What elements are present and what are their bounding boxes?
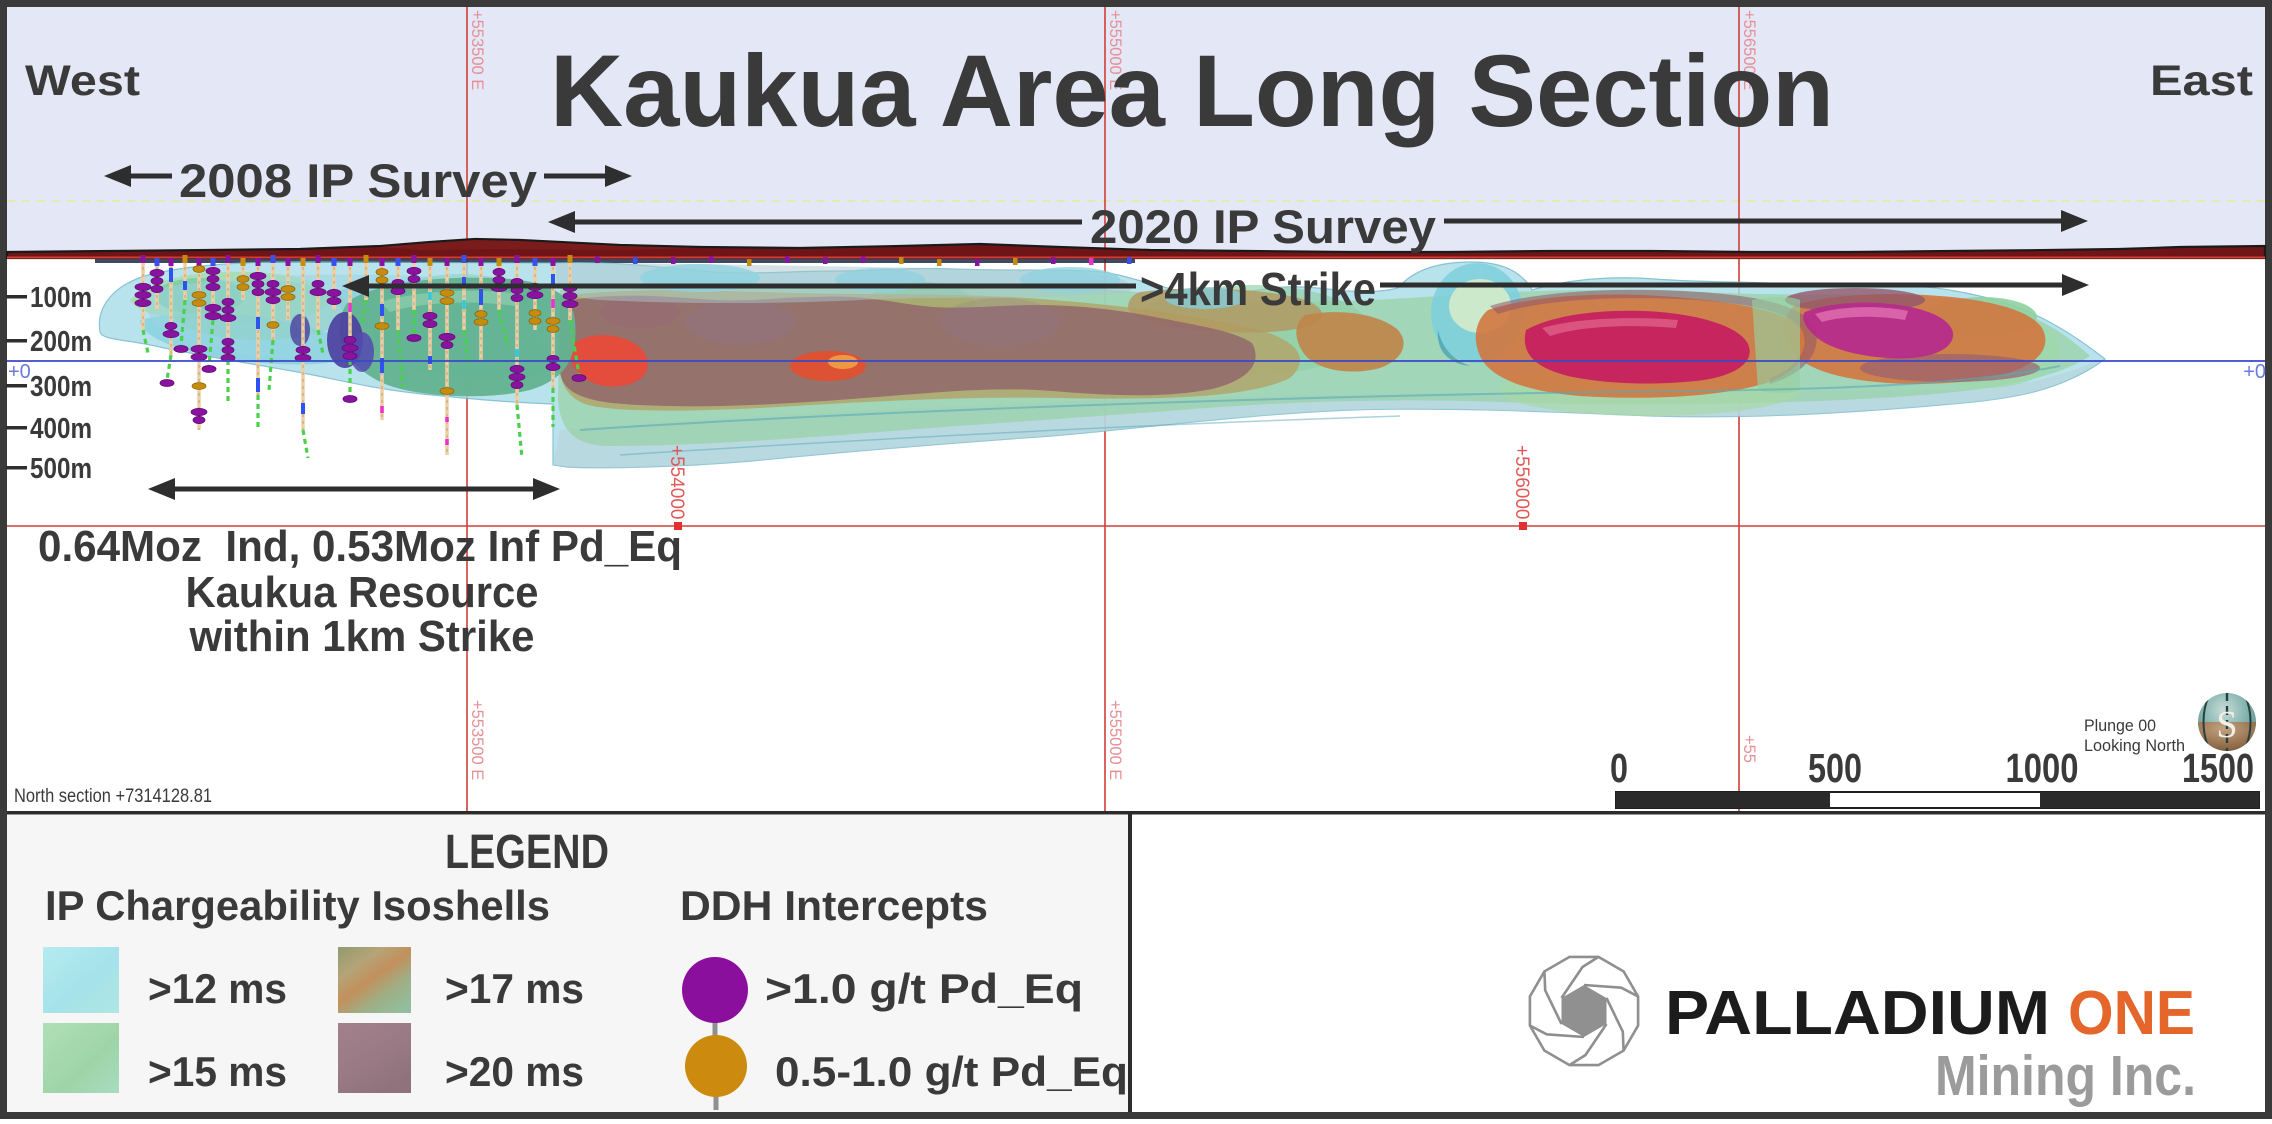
svg-text:400m: 400m [30, 413, 92, 445]
svg-text:+55: +55 [1740, 735, 1758, 763]
svg-text:Looking North: Looking North [2084, 736, 2185, 755]
svg-text:+556000: +556000 [1511, 445, 1532, 520]
svg-text:+555000 E: +555000 E [1106, 10, 1124, 90]
svg-text:S: S [2216, 704, 2237, 746]
svg-text:0.64Moz Ind, 0.53Moz Inf Pd_E: 0.64Moz Ind, 0.53Moz Inf Pd_Eq [38, 522, 682, 571]
svg-text:100m: 100m [30, 282, 92, 314]
svg-text:>20 ms: >20 ms [445, 1048, 584, 1095]
svg-text:200m: 200m [30, 326, 92, 358]
svg-text:DDH Intercepts: DDH Intercepts [680, 882, 988, 929]
svg-text:>17 ms: >17 ms [445, 965, 584, 1012]
svg-text:+556500 E: +556500 E [1740, 10, 1758, 90]
svg-text:+553500 E: +553500 E [468, 700, 486, 780]
svg-text:>4km Strike: >4km Strike [1140, 263, 1376, 315]
svg-text:+0: +0 [8, 361, 31, 383]
svg-text:500m: 500m [30, 453, 92, 485]
svg-text:ONE: ONE [2068, 979, 2195, 1048]
svg-text:>12 ms: >12 ms [148, 965, 287, 1012]
svg-text:2020 IP Survey: 2020 IP Survey [1090, 200, 1436, 253]
svg-text:Plunge 00: Plunge 00 [2084, 716, 2156, 735]
svg-text:500: 500 [1808, 745, 1862, 791]
svg-text:1500: 1500 [2182, 745, 2254, 791]
svg-text:300m: 300m [30, 371, 92, 403]
svg-text:North section +7314128.81: North section +7314128.81 [14, 786, 212, 807]
svg-text:>15 ms: >15 ms [148, 1048, 287, 1095]
svg-text:0.5-1.0 g/t Pd_Eq: 0.5-1.0 g/t Pd_Eq [775, 1048, 1128, 1095]
svg-text:0: 0 [1610, 745, 1628, 791]
svg-text:IP Chargeability Isoshells: IP Chargeability Isoshells [45, 882, 550, 929]
svg-text:+554000: +554000 [666, 445, 687, 520]
svg-text:1000: 1000 [2006, 745, 2079, 791]
svg-text:East: East [2150, 57, 2253, 105]
svg-text:+553500 E: +553500 E [468, 10, 486, 90]
svg-text:Kaukua Area Long Section: Kaukua Area Long Section [550, 34, 1834, 148]
svg-text:>1.0 g/t Pd_Eq: >1.0 g/t Pd_Eq [765, 965, 1083, 1012]
svg-text:2008 IP Survey: 2008 IP Survey [179, 154, 537, 207]
svg-text:+555000 E: +555000 E [1106, 700, 1124, 780]
svg-text:Mining Inc.: Mining Inc. [1935, 1044, 2196, 1108]
svg-text:within 1km Strike: within 1km Strike [189, 612, 535, 661]
svg-text:Kaukua Resource: Kaukua Resource [186, 568, 539, 617]
svg-text:West: West [25, 57, 140, 105]
svg-text:PALLADIUM: PALLADIUM [1665, 979, 2050, 1048]
svg-text:LEGEND: LEGEND [445, 826, 609, 879]
svg-text:+0: +0 [2243, 361, 2266, 383]
